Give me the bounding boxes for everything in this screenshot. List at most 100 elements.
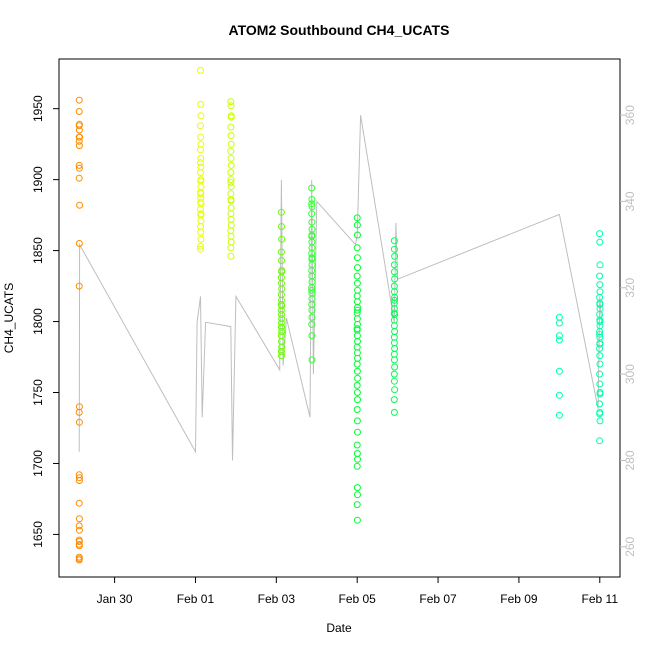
data-point — [227, 140, 235, 148]
data-point — [75, 526, 83, 534]
data-point — [390, 237, 398, 245]
data-point — [555, 367, 563, 375]
data-point — [75, 515, 83, 523]
data-point — [278, 223, 285, 230]
data-point — [391, 275, 399, 283]
data-point — [596, 352, 604, 360]
data-point — [596, 301, 604, 308]
data-point — [596, 281, 604, 289]
data-point — [308, 286, 316, 294]
x-tick-label: Feb 03 — [258, 592, 296, 606]
y2-tick-label: 300 — [623, 364, 637, 384]
data-point — [227, 123, 235, 131]
data-point — [227, 102, 235, 110]
data-point — [197, 228, 205, 236]
data-point — [75, 122, 83, 130]
data-point — [596, 345, 604, 352]
data-point — [353, 244, 361, 252]
data-point — [353, 406, 361, 413]
data-point — [596, 238, 604, 246]
data-point — [596, 340, 604, 348]
data-point — [354, 306, 361, 314]
data-point — [197, 242, 204, 250]
data-point — [308, 332, 316, 340]
data-point — [308, 320, 316, 328]
data-point — [353, 484, 361, 492]
data-point — [596, 380, 604, 388]
y-axis-label: CH4_UCATS — [2, 283, 16, 353]
data-point — [353, 325, 361, 333]
data-point — [75, 133, 83, 141]
data-point — [75, 499, 83, 507]
data-point — [596, 389, 604, 396]
y-axis: 1650 1700 1750 1800 1850 1900 1950 — [31, 95, 59, 548]
data-point — [596, 410, 604, 418]
data-point — [227, 113, 235, 121]
y-tick-label: 1750 — [31, 379, 45, 406]
data-point — [308, 306, 316, 314]
y2-tick-label: 280 — [623, 450, 637, 470]
y2-tick-label: 360 — [623, 105, 637, 125]
data-point — [75, 240, 83, 247]
data-point — [227, 147, 235, 155]
data-point — [227, 98, 235, 106]
data-point — [75, 108, 83, 115]
data-point — [390, 356, 398, 364]
data-point — [75, 161, 83, 169]
data-point — [353, 214, 361, 222]
data-point — [390, 268, 398, 276]
data-point — [555, 391, 563, 399]
data-point — [227, 176, 235, 184]
data-point — [354, 374, 361, 382]
x-tick-label: Feb 11 — [582, 592, 619, 606]
data-point — [354, 264, 361, 272]
data-point — [197, 235, 205, 243]
data-point — [555, 336, 563, 344]
data-point — [391, 386, 399, 394]
data-point — [391, 296, 399, 304]
data-point — [75, 137, 83, 145]
data-point — [75, 477, 83, 484]
data-point — [75, 164, 83, 172]
data-point — [75, 542, 83, 550]
data-point — [197, 112, 205, 120]
data-point — [308, 313, 316, 321]
data-point — [76, 201, 84, 209]
data-point — [596, 370, 604, 378]
data-point — [596, 437, 604, 445]
y-tick-label: 1900 — [31, 166, 45, 193]
data-point — [197, 190, 205, 198]
data-point — [278, 323, 285, 331]
data-point — [353, 381, 361, 389]
data-point — [596, 318, 604, 325]
data-point — [353, 462, 361, 470]
data-point — [596, 417, 604, 425]
data-point — [75, 474, 83, 482]
data-point — [308, 356, 316, 364]
data-point — [353, 367, 361, 375]
data-point — [596, 400, 604, 408]
data-point — [353, 441, 361, 449]
data-point — [278, 268, 286, 276]
x-axis-label: Date — [326, 621, 352, 635]
data-point — [197, 245, 204, 253]
data-point — [354, 231, 361, 239]
data-point — [197, 133, 205, 141]
data-point — [354, 396, 361, 404]
data-point — [308, 218, 316, 226]
data-point — [278, 352, 285, 360]
data-point — [278, 343, 286, 351]
data-point — [308, 210, 316, 218]
data-point — [277, 347, 285, 355]
data-point — [227, 244, 235, 252]
x-tick-label: Feb 09 — [500, 592, 538, 606]
y-tick-label: 1650 — [31, 521, 45, 548]
data-point — [596, 360, 604, 368]
data-point — [308, 231, 316, 239]
data-point — [277, 208, 285, 216]
data-point — [353, 516, 361, 524]
data-point — [197, 159, 204, 167]
data-point — [596, 261, 604, 269]
